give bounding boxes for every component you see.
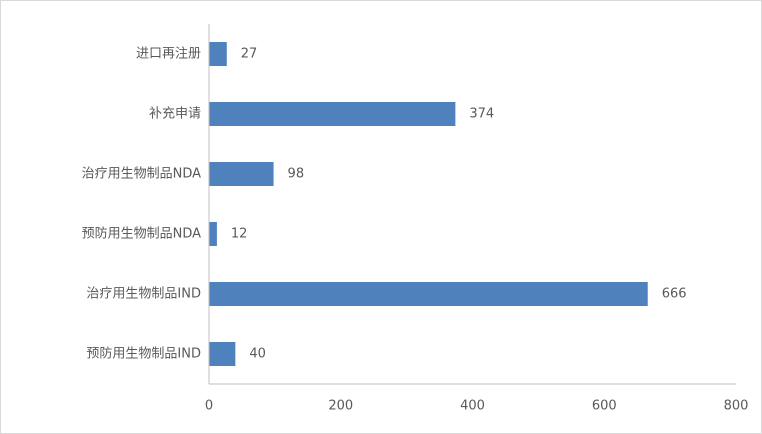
bar-5 [209, 342, 236, 366]
data-label-0: 27 [241, 47, 258, 62]
data-label-5: 40 [249, 347, 266, 362]
data-label-3: 12 [231, 227, 248, 242]
category-label-1: 补充申请 [149, 106, 201, 122]
data-label-2: 98 [288, 167, 305, 182]
bar-4 [209, 282, 648, 306]
bar-1 [209, 102, 456, 126]
x-tick-label-3: 600 [592, 399, 617, 414]
x-tick-label-4: 800 [724, 399, 749, 414]
category-label-4: 治疗用生物制品IND [86, 287, 201, 302]
x-tick-label-2: 400 [460, 399, 485, 414]
category-label-3: 预防用生物制品NDA [82, 226, 202, 242]
x-tick-label-1: 200 [328, 399, 353, 414]
data-label-1: 374 [469, 107, 494, 122]
bar-0 [209, 42, 227, 66]
data-labels: 27 374 98 12 666 40 [231, 47, 687, 362]
bar-2 [209, 162, 274, 186]
x-tick-label-0: 0 [205, 399, 213, 414]
category-label-0: 进口再注册 [136, 47, 201, 62]
bars-layer [209, 42, 648, 366]
category-label-2: 治疗用生物制品NDA [82, 167, 202, 182]
x-tick-labels: 0 200 400 600 800 [205, 399, 749, 414]
bar-3 [209, 222, 217, 246]
category-label-5: 预防用生物制品IND [86, 346, 201, 362]
data-label-4: 666 [662, 287, 687, 302]
